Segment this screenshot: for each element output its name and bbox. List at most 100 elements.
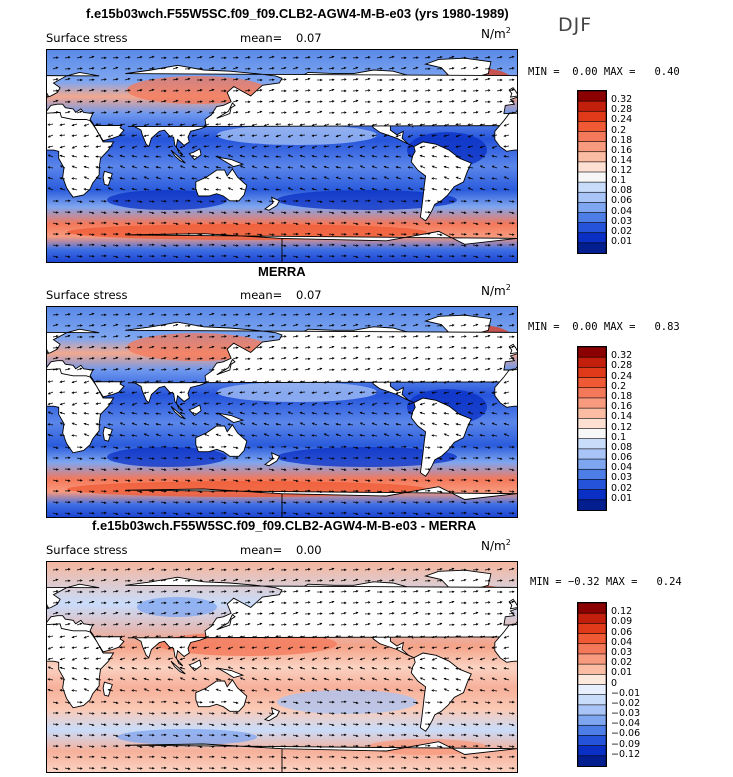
colorbar-swatch	[577, 212, 607, 224]
colorbar-swatch	[577, 191, 607, 204]
land-mass	[410, 652, 472, 732]
colorbar-swatch	[577, 121, 607, 133]
colorbar-tick-label: 0.1	[611, 175, 627, 187]
colorbar-swatch	[577, 684, 607, 696]
panel-2-title: MERRA	[258, 264, 306, 279]
colorbar-swatch	[577, 346, 607, 358]
colorbar-swatch	[577, 694, 607, 706]
colorbar-swatch	[577, 468, 607, 481]
land-mass	[188, 148, 202, 161]
colorbar-swatch	[577, 499, 607, 511]
panel-1-mean-label: mean=	[240, 31, 283, 45]
colorbar-tick-label: 0.16	[611, 401, 633, 413]
colorbar-tick-label: 0.28	[611, 104, 633, 116]
stress-vectors	[47, 55, 515, 259]
stress-contour	[107, 447, 227, 467]
land-mass	[508, 598, 517, 610]
colorbar-swatch	[577, 367, 607, 379]
panel-1-variable: Surface stress	[46, 31, 128, 45]
colorbar-swatch	[577, 714, 607, 727]
colorbar-tick-label: 0.18	[611, 390, 633, 402]
land-mass	[216, 102, 236, 119]
stress-contour	[67, 224, 427, 240]
season-label: DJF	[558, 14, 593, 36]
colorbar-tick-label: 0.2	[611, 124, 627, 136]
land-mass	[170, 660, 186, 675]
stress-contour	[217, 125, 377, 145]
stress-contour	[107, 190, 227, 210]
stress-vectors	[47, 312, 515, 516]
colorbar-swatch	[577, 755, 607, 767]
panel-1-min-max: MIN = 0.00 MAX = 0.40	[528, 66, 680, 78]
colorbar-swatch	[577, 222, 607, 234]
land-mass	[47, 349, 50, 354]
panel-3-map	[46, 561, 518, 773]
colorbar-swatch	[577, 602, 607, 614]
land-mass	[217, 412, 245, 423]
land-mass	[102, 681, 113, 697]
colorbar-tick-label: −0.04	[611, 718, 641, 730]
land-mass	[102, 426, 113, 442]
colorbar-tick-label: 0.03	[611, 472, 633, 484]
land-mass	[264, 196, 281, 211]
colorbar-tick-label: 0.08	[611, 185, 633, 197]
colorbar-swatch	[577, 202, 607, 214]
colorbar-tick-label: 0.01	[611, 667, 633, 679]
panel-1-title: f.e15b03wch.F55W5SC.f09_f09.CLB2-AGW4-M-…	[86, 6, 509, 21]
colorbar-tick-label: 0.2	[611, 380, 627, 392]
panel-2-map	[46, 306, 518, 518]
panel-3-title: f.e15b03wch.F55W5SC.f09_f09.CLB2-AGW4-M-…	[92, 518, 477, 533]
panel-3-mean-value: 0.00	[296, 543, 322, 557]
land-mass	[170, 405, 186, 420]
panel-3-min-max: MIN = −0.32 MAX = 0.24	[530, 576, 682, 588]
colorbar-tick-label: 0.02	[611, 657, 633, 669]
stress-contour	[217, 382, 377, 402]
colorbar-swatch	[577, 242, 607, 254]
colorbar-tick-label: 0.03	[611, 646, 633, 658]
panel-1-units: N/m2	[481, 26, 511, 41]
colorbar-swatch	[577, 674, 607, 686]
colorbar-tick-label: 0	[611, 677, 618, 689]
colorbar-swatch	[577, 407, 607, 420]
colorbar-swatch	[577, 397, 607, 409]
colorbar-swatch	[577, 100, 607, 113]
land-mass	[216, 358, 236, 376]
colorbar-tick-label: 0.24	[611, 114, 633, 126]
colorbar-swatch	[577, 377, 607, 389]
stress-contour	[137, 597, 217, 617]
colorbar-tick-label: 0.01	[611, 235, 633, 247]
colorbar-tick-label: 0.06	[611, 452, 633, 464]
land-mass	[494, 112, 517, 152]
colorbar-tick-label: 0.02	[611, 482, 633, 494]
colorbar-swatch	[577, 387, 607, 399]
colorbar-swatch	[577, 151, 607, 163]
colorbar-tick-label: 0.02	[611, 225, 633, 237]
colorbar-swatch	[577, 704, 607, 716]
colorbar-swatch	[577, 745, 607, 757]
land-mass	[195, 424, 248, 457]
colorbar-swatch	[577, 489, 607, 501]
colorbar-swatch	[577, 141, 607, 153]
colorbar-tick-label: 0.06	[611, 626, 633, 638]
panel-2-units: N/m2	[481, 283, 511, 298]
colorbar-swatch	[577, 438, 607, 450]
colorbar-swatch	[577, 181, 607, 194]
panel-2-min-max: MIN = 0.00 MAX = 0.83	[528, 321, 680, 333]
land-mass	[47, 623, 115, 709]
land-mass	[508, 343, 517, 355]
land-mass	[217, 667, 245, 678]
colorbar-swatch	[577, 633, 607, 645]
panel-3-colorbar	[577, 602, 607, 767]
panel-1-map	[46, 49, 518, 263]
colorbar-tick-label: 0.12	[611, 606, 633, 618]
colorbar-tick-label: 0.18	[611, 134, 633, 146]
land-mass	[170, 149, 186, 164]
colorbar-tick-label: −0.09	[611, 738, 641, 750]
colorbar-tick-label: 0.09	[611, 616, 633, 628]
colorbar-tick-label: 0.28	[611, 360, 633, 372]
colorbar-swatch	[577, 643, 607, 655]
colorbar-swatch	[577, 448, 607, 460]
panel-2-colorbar	[577, 346, 607, 511]
land-mass	[47, 368, 115, 454]
land-mass	[195, 679, 248, 712]
